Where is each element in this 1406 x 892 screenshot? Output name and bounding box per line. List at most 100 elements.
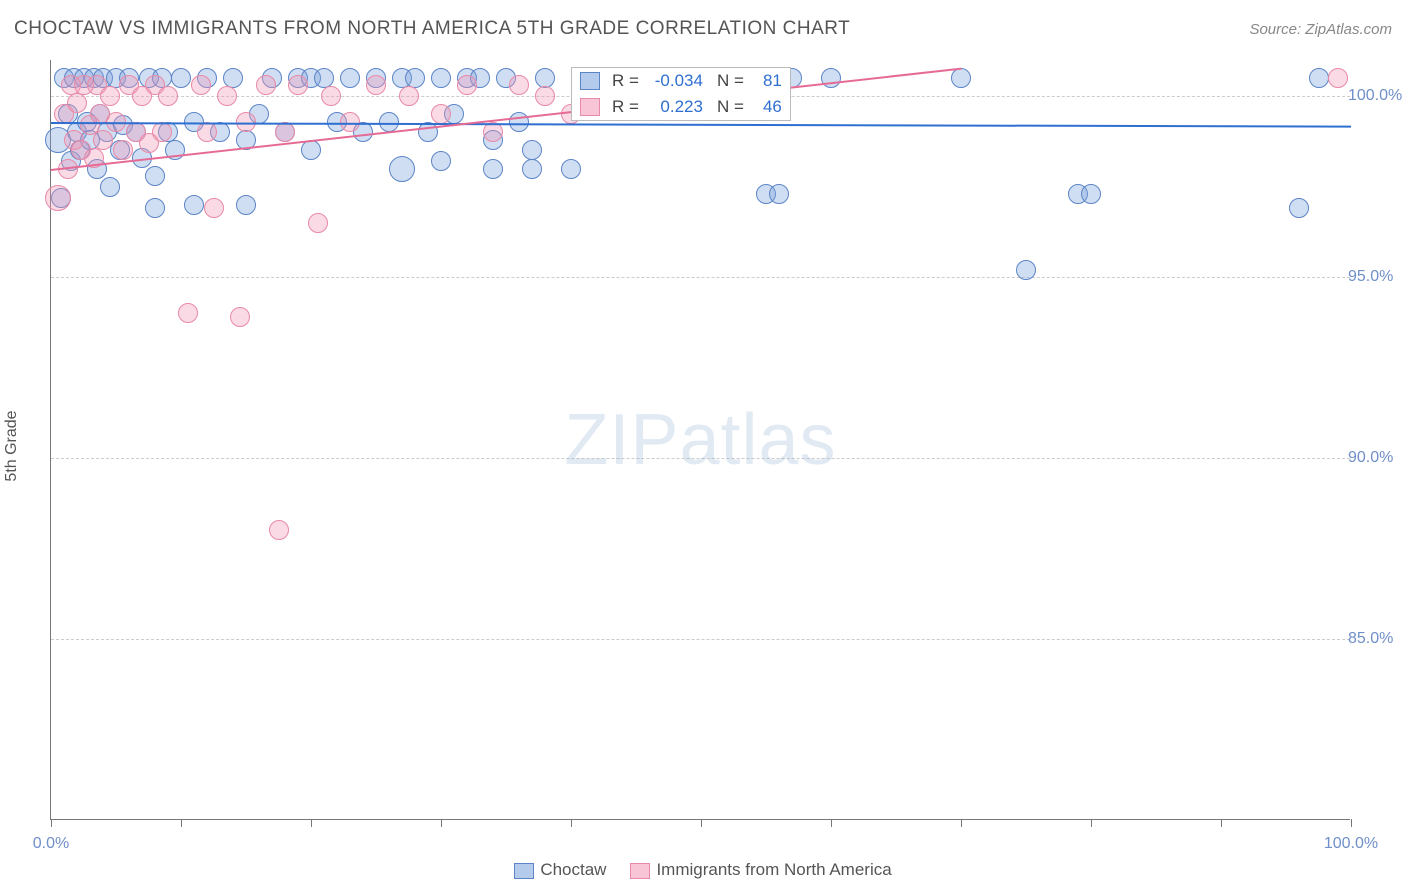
data-point bbox=[483, 122, 503, 142]
data-point bbox=[93, 130, 113, 150]
gridline-h bbox=[51, 639, 1350, 640]
y-axis-label: 5th Grade bbox=[3, 410, 21, 481]
data-point bbox=[522, 159, 542, 179]
legend-r-value: 0.223 bbox=[643, 97, 703, 117]
legend-swatch bbox=[514, 863, 534, 879]
x-tick bbox=[701, 819, 702, 827]
data-point bbox=[340, 112, 360, 132]
data-point bbox=[379, 112, 399, 132]
data-point bbox=[275, 122, 295, 142]
source-label: Source: ZipAtlas.com bbox=[1249, 21, 1392, 38]
data-point bbox=[321, 86, 341, 106]
x-tick bbox=[441, 819, 442, 827]
watermark-light: atlas bbox=[679, 400, 836, 480]
x-tick bbox=[831, 819, 832, 827]
data-point bbox=[184, 195, 204, 215]
data-point bbox=[191, 75, 211, 95]
data-point bbox=[457, 75, 477, 95]
data-point bbox=[288, 75, 308, 95]
data-point bbox=[145, 198, 165, 218]
legend-r-value: -0.034 bbox=[643, 71, 703, 91]
legend-swatch bbox=[630, 863, 650, 879]
data-point bbox=[561, 159, 581, 179]
data-point bbox=[1016, 260, 1036, 280]
data-point bbox=[1081, 184, 1101, 204]
data-point bbox=[113, 140, 133, 160]
data-point bbox=[483, 159, 503, 179]
legend-row: R =0.223 N =46 bbox=[572, 94, 790, 120]
data-point bbox=[223, 68, 243, 88]
data-point bbox=[431, 104, 451, 124]
data-point bbox=[951, 68, 971, 88]
legend-item: Choctaw bbox=[514, 860, 606, 880]
data-point bbox=[509, 112, 529, 132]
data-point bbox=[509, 75, 529, 95]
data-point bbox=[45, 185, 71, 211]
data-point bbox=[389, 156, 415, 182]
data-point bbox=[152, 122, 172, 142]
data-point bbox=[1328, 68, 1348, 88]
data-point bbox=[230, 307, 250, 327]
data-point bbox=[821, 68, 841, 88]
y-tick-label: 100.0% bbox=[1342, 87, 1402, 105]
x-tick bbox=[1091, 819, 1092, 827]
data-point bbox=[399, 86, 419, 106]
data-point bbox=[535, 68, 555, 88]
data-point bbox=[236, 195, 256, 215]
data-point bbox=[197, 122, 217, 142]
watermark: ZIPatlas bbox=[564, 399, 836, 481]
data-point bbox=[314, 68, 334, 88]
data-point bbox=[145, 166, 165, 186]
data-point bbox=[67, 93, 87, 113]
data-point bbox=[217, 86, 237, 106]
data-point bbox=[158, 86, 178, 106]
legend-swatch bbox=[580, 72, 600, 90]
y-tick-label: 85.0% bbox=[1342, 630, 1402, 648]
data-point bbox=[1289, 198, 1309, 218]
legend-label: Choctaw bbox=[540, 860, 606, 879]
data-point bbox=[178, 303, 198, 323]
y-tick-label: 90.0% bbox=[1342, 449, 1402, 467]
data-point bbox=[522, 140, 542, 160]
legend-n-label: N = bbox=[717, 97, 744, 117]
data-point bbox=[1309, 68, 1329, 88]
data-point bbox=[100, 177, 120, 197]
data-point bbox=[269, 520, 289, 540]
watermark-bold: ZIP bbox=[564, 400, 679, 480]
data-point bbox=[236, 112, 256, 132]
legend-n-value: 81 bbox=[748, 71, 782, 91]
legend-swatch bbox=[580, 98, 600, 116]
x-tick bbox=[961, 819, 962, 827]
data-point bbox=[308, 213, 328, 233]
x-tick bbox=[181, 819, 182, 827]
series-legend: Choctaw Immigrants from North America bbox=[0, 860, 1406, 880]
correlation-legend: R =-0.034 N =81 R =0.223 N =46 bbox=[571, 67, 791, 121]
legend-r-label: R = bbox=[612, 71, 639, 91]
legend-item: Immigrants from North America bbox=[630, 860, 891, 880]
x-tick bbox=[311, 819, 312, 827]
gridline-h bbox=[51, 277, 1350, 278]
legend-label: Immigrants from North America bbox=[656, 860, 891, 879]
data-point bbox=[431, 68, 451, 88]
data-point bbox=[535, 86, 555, 106]
data-point bbox=[204, 198, 224, 218]
legend-n-label: N = bbox=[717, 71, 744, 91]
x-tick bbox=[571, 819, 572, 827]
plot-area: ZIPatlas R =-0.034N =81R =0.223N =46 85.… bbox=[50, 60, 1350, 820]
x-tick bbox=[51, 819, 52, 827]
x-tick-label: 100.0% bbox=[1324, 835, 1378, 853]
gridline-h bbox=[51, 458, 1350, 459]
legend-r-label: R = bbox=[612, 97, 639, 117]
data-point bbox=[256, 75, 276, 95]
data-point bbox=[366, 75, 386, 95]
data-point bbox=[769, 184, 789, 204]
y-tick-label: 95.0% bbox=[1342, 268, 1402, 286]
data-point bbox=[340, 68, 360, 88]
data-point bbox=[100, 86, 120, 106]
legend-row: R =-0.034 N =81 bbox=[572, 68, 790, 94]
legend-n-value: 46 bbox=[748, 97, 782, 117]
chart-title: CHOCTAW VS IMMIGRANTS FROM NORTH AMERICA… bbox=[14, 18, 850, 40]
x-tick bbox=[1351, 819, 1352, 827]
x-tick-label: 0.0% bbox=[33, 835, 69, 853]
data-point bbox=[301, 140, 321, 160]
